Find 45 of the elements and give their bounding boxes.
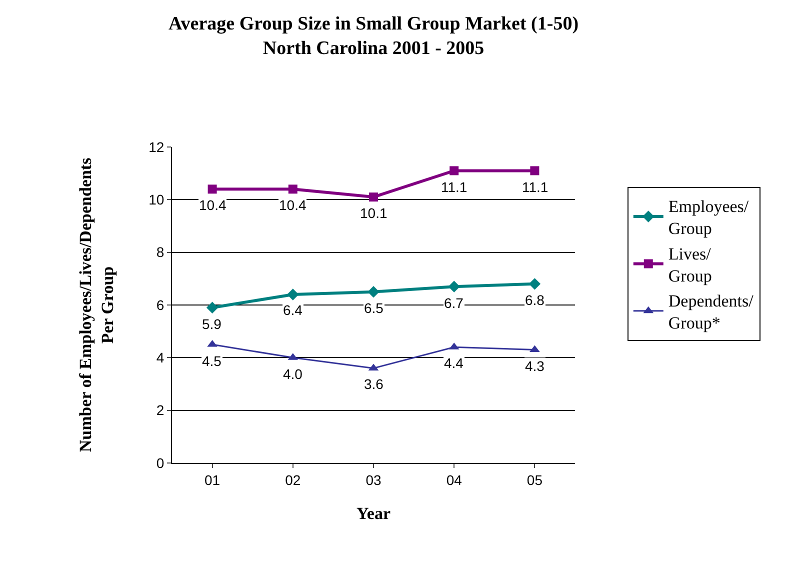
data-label: 11.1	[522, 179, 548, 195]
x-tick-label: 03	[366, 472, 382, 488]
x-tick-label: 04	[446, 472, 462, 488]
point	[287, 288, 299, 300]
y-tick-label: 4	[156, 350, 164, 366]
point	[530, 166, 540, 176]
data-label: 11.1	[441, 179, 468, 195]
data-label: 4.0	[283, 366, 303, 382]
point	[450, 166, 459, 176]
point	[368, 286, 380, 298]
y-tick-label: 10	[148, 192, 164, 208]
data-label: 4.3	[525, 358, 545, 374]
chart-title: Average Group Size in Small Group Market (1-50)	[168, 13, 579, 34]
point	[288, 184, 298, 194]
data-label: 6.5	[364, 300, 384, 316]
y-tick-label: 2	[156, 402, 164, 418]
data-label: 5.9	[202, 316, 222, 332]
point	[206, 302, 218, 314]
data-label: 6.7	[444, 295, 464, 311]
point	[369, 192, 378, 202]
y-tick-label: 0	[156, 454, 164, 471]
point	[528, 278, 541, 290]
x-axis-title: Year	[356, 504, 391, 524]
data-label: 3.6	[364, 376, 384, 392]
legend-label: Employees/ Group	[668, 197, 749, 238]
y-axis-title: Number of Employees/Lives/Dependents Per Group	[76, 157, 118, 452]
y-tick-label: 6	[156, 296, 164, 313]
y-tick-label: 12	[148, 138, 164, 155]
data-label: 10.4	[279, 197, 306, 213]
point	[448, 280, 460, 292]
data-label: 6.8	[525, 292, 545, 308]
data-label: 4.4	[444, 355, 464, 371]
point	[530, 345, 540, 352]
point	[208, 184, 217, 194]
legend-label: Dependents/ Group*	[668, 292, 754, 333]
data-label: 4.5	[202, 353, 222, 369]
x-tick-label: 01	[204, 472, 220, 488]
data-label: 6.4	[283, 302, 303, 318]
x-tick-label: 05	[526, 472, 543, 488]
data-label: 10.4	[199, 197, 226, 213]
x-tick-label: 02	[285, 472, 301, 488]
legend-label: Lives/ Group	[668, 244, 712, 286]
data-label: 10.1	[360, 205, 388, 221]
chart-subtitle: North Carolina 2001 - 2005	[262, 38, 484, 60]
y-tick-label: 8	[156, 244, 164, 260]
